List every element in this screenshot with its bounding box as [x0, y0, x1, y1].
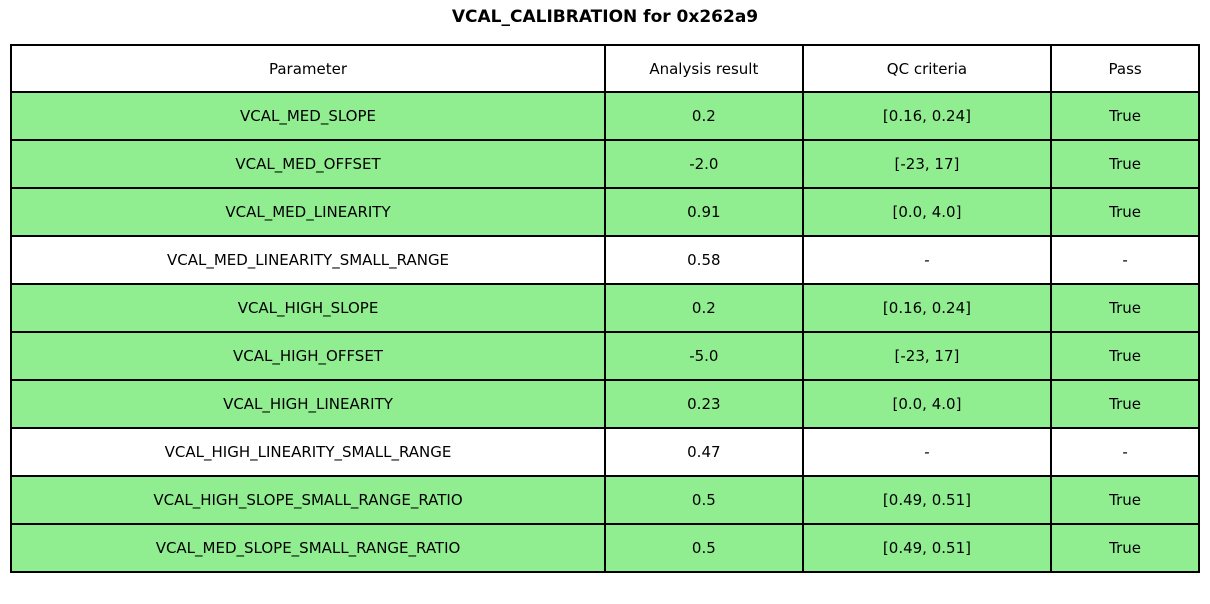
table-row: VCAL_MED_OFFSET -2.0 [-23, 17] True — [9, 139, 1200, 189]
cell-qc-criteria: [0.49, 0.51] — [801, 475, 1053, 525]
table-row: VCAL_MED_LINEARITY 0.91 [0.0, 4.0] True — [9, 187, 1200, 237]
table-row: VCAL_HIGH_LINEARITY 0.23 [0.0, 4.0] True — [9, 379, 1200, 429]
table-row: VCAL_MED_SLOPE 0.2 [0.16, 0.24] True — [9, 91, 1200, 141]
table-row: VCAL_HIGH_OFFSET -5.0 [-23, 17] True — [9, 331, 1200, 381]
cell-parameter: VCAL_MED_SLOPE — [9, 91, 607, 141]
cell-qc-criteria: - — [801, 427, 1053, 477]
cell-qc-criteria: [0.0, 4.0] — [801, 379, 1053, 429]
cell-analysis-result: 0.58 — [604, 235, 804, 285]
cell-qc-criteria: [0.0, 4.0] — [801, 187, 1053, 237]
cell-parameter: VCAL_HIGH_SLOPE_SMALL_RANGE_RATIO — [9, 475, 607, 525]
cell-pass: True — [1050, 379, 1200, 429]
cell-analysis-result: 0.2 — [604, 283, 804, 333]
cell-analysis-result: 0.47 — [604, 427, 804, 477]
cell-parameter: VCAL_HIGH_OFFSET — [9, 331, 607, 381]
cell-parameter: VCAL_HIGH_LINEARITY_SMALL_RANGE — [9, 427, 607, 477]
calibration-table: Parameter Analysis result QC criteria Pa… — [9, 44, 1200, 573]
cell-qc-criteria: [-23, 17] — [801, 331, 1053, 381]
table-row: VCAL_HIGH_SLOPE_SMALL_RANGE_RATIO 0.5 [0.4… — [9, 475, 1200, 525]
column-header-pass: Pass — [1050, 44, 1200, 93]
cell-analysis-result: 0.5 — [604, 523, 804, 573]
table-body: VCAL_MED_SLOPE 0.2 [0.16, 0.24] True VCAL_ME… — [9, 91, 1200, 573]
cell-pass: True — [1050, 139, 1200, 189]
column-header-parameter: Parameter — [9, 44, 607, 93]
cell-analysis-result: -5.0 — [604, 331, 804, 381]
cell-pass: True — [1050, 475, 1200, 525]
table-row: VCAL_HIGH_SLOPE 0.2 [0.16, 0.24] True — [9, 283, 1200, 333]
cell-pass: - — [1050, 427, 1200, 477]
cell-parameter: VCAL_MED_LINEARITY_SMALL_RANGE — [9, 235, 607, 285]
cell-qc-criteria: - — [801, 235, 1053, 285]
cell-pass: True — [1050, 187, 1200, 237]
cell-pass: True — [1050, 331, 1200, 381]
cell-pass: True — [1050, 283, 1200, 333]
column-header-analysis-result: Analysis result — [604, 44, 804, 93]
cell-parameter: VCAL_HIGH_SLOPE — [9, 283, 607, 333]
column-header-qc-criteria: QC criteria — [801, 44, 1053, 93]
cell-parameter: VCAL_MED_LINEARITY — [9, 187, 607, 237]
cell-qc-criteria: [-23, 17] — [801, 139, 1053, 189]
table-row: VCAL_HIGH_LINEARITY_SMALL_RANGE 0.47- - — [9, 427, 1200, 477]
cell-parameter: VCAL_MED_OFFSET — [9, 139, 607, 189]
cell-analysis-result: 0.91 — [604, 187, 804, 237]
cell-pass: - — [1050, 235, 1200, 285]
cell-pass: True — [1050, 523, 1200, 573]
cell-qc-criteria: [0.16, 0.24] — [801, 91, 1053, 141]
table-row: VCAL_MED_SLOPE_SMALL_RANGE_RATIO 0.5 [0.49… — [9, 523, 1200, 573]
cell-pass: True — [1050, 91, 1200, 141]
cell-qc-criteria: [0.49, 0.51] — [801, 523, 1053, 573]
cell-analysis-result: 0.2 — [604, 91, 804, 141]
cell-analysis-result: -2.0 — [604, 139, 804, 189]
cell-parameter: VCAL_HIGH_LINEARITY — [9, 379, 607, 429]
cell-qc-criteria: [0.16, 0.24] — [801, 283, 1053, 333]
cell-parameter: VCAL_MED_SLOPE_SMALL_RANGE_RATIO — [9, 523, 607, 573]
cell-analysis-result: 0.23 — [604, 379, 804, 429]
table-row: VCAL_MED_LINEARITY_SMALL_RANGE 0.58- - — [9, 235, 1200, 285]
table-header-row: Parameter Analysis result QC criteria Pa… — [9, 44, 1200, 93]
page-title: VCAL_CALIBRATION for 0x262a9 — [451, 7, 759, 27]
cell-analysis-result: 0.5 — [604, 475, 804, 525]
